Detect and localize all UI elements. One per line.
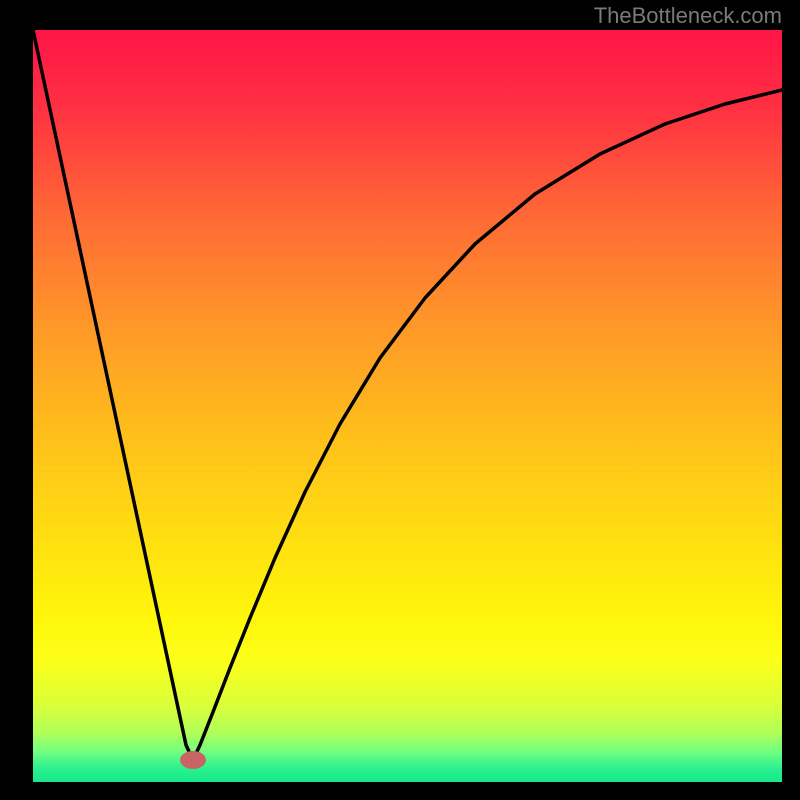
- watermark-text: TheBottleneck.com: [594, 3, 782, 29]
- bottleneck-curve: [33, 30, 782, 782]
- chart-container: TheBottleneck.com: [0, 0, 800, 800]
- optimal-point-marker: [180, 751, 206, 769]
- plot-area: [33, 30, 782, 782]
